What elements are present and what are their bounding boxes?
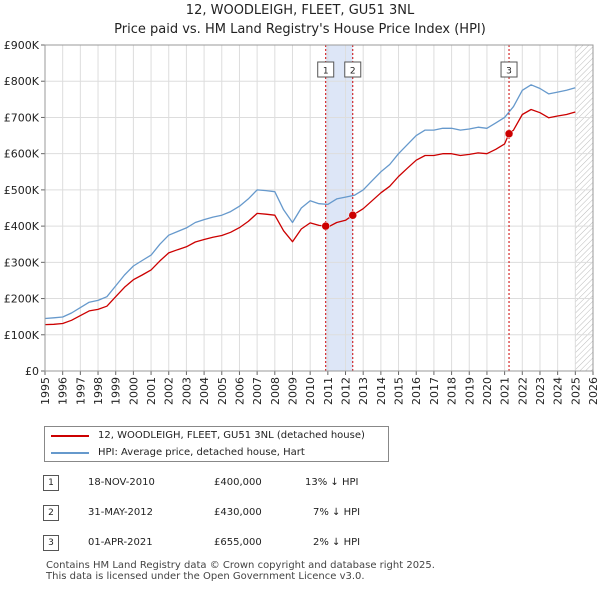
x-tick-label: 2021 xyxy=(499,377,512,405)
footer-line-2: This data is licensed under the Open Gov… xyxy=(46,571,365,582)
footer-attribution: Contains HM Land Registry data © Crown c… xyxy=(46,560,435,582)
x-tick-label: 2007 xyxy=(251,377,264,405)
y-tick-label: £300K xyxy=(4,256,40,269)
y-tick-label: £0 xyxy=(25,365,39,378)
shaded-period xyxy=(325,45,353,371)
x-tick-label: 2019 xyxy=(463,377,476,405)
x-tick-label: 2008 xyxy=(269,377,282,405)
x-tick-label: 1995 xyxy=(39,377,52,405)
x-tick-label: 1999 xyxy=(110,377,123,405)
legend-swatch-hpi xyxy=(51,452,89,454)
x-tick-label: 1998 xyxy=(92,377,105,405)
x-tick-label: 2015 xyxy=(393,377,406,405)
y-tick-label: £900K xyxy=(4,39,40,52)
x-tick-label: 1997 xyxy=(74,377,87,405)
price-chart: 1 2 3 £0 £100K £200K £300K £400K £500K £600K £700… xyxy=(4,39,600,405)
x-tick-label: 2011 xyxy=(322,377,335,405)
x-tick-label: 2005 xyxy=(216,377,229,405)
y-tick-label: £200K xyxy=(4,293,40,306)
chart-title: 12, WOODLEIGH, FLEET, GU51 3NL xyxy=(185,3,415,18)
y-tick-label: £400K xyxy=(4,220,40,233)
y-tick-label: £600K xyxy=(4,148,40,161)
x-tick-label: 2001 xyxy=(145,377,158,405)
legend-label-property: 12, WOODLEIGH, FLEET, GU51 3NL (detached… xyxy=(98,430,365,441)
y-tick-label: £500K xyxy=(4,184,40,197)
x-tick-label: 2002 xyxy=(163,377,176,405)
sale-marker-box xyxy=(344,61,362,78)
sale-point xyxy=(348,210,358,220)
x-tick-label: 2016 xyxy=(410,377,423,405)
x-tick-label: 2014 xyxy=(375,377,388,405)
transaction-date: 31-MAY-2012 xyxy=(88,507,154,518)
x-tick-label: 2010 xyxy=(304,377,317,405)
hpi-line xyxy=(44,84,576,320)
y-tick-label: £700K xyxy=(4,111,40,124)
x-tick-label: 2003 xyxy=(180,377,193,405)
legend-label-hpi: HPI: Average price, detached house, Hart xyxy=(98,447,305,458)
x-tick-label: 2000 xyxy=(127,377,140,405)
x-tick-label: 2025 xyxy=(569,377,582,405)
footer-line-1: Contains HM Land Registry data © Crown c… xyxy=(46,560,435,571)
transaction-hpi-diff: 13% ↓ HPI xyxy=(305,477,359,488)
x-tick-label: 2023 xyxy=(534,377,547,405)
sale-marker-label: 1 xyxy=(323,67,329,77)
x-tick-label: 2020 xyxy=(481,377,494,405)
chart-subtitle: Price paid vs. HM Land Registry's House … xyxy=(114,22,486,37)
transaction-date: 01-APR-2021 xyxy=(88,537,153,548)
x-tick-label: 2024 xyxy=(552,377,565,405)
legend-swatch-property xyxy=(51,435,89,437)
sale-point xyxy=(504,129,514,138)
y-tick-label: £100K xyxy=(4,329,40,342)
forecast-hatch xyxy=(575,45,593,371)
transaction-date: 18-NOV-2010 xyxy=(88,477,155,488)
sale-marker-label: 2 xyxy=(350,67,356,77)
transaction-number: 2 xyxy=(43,505,59,521)
transaction-hpi-diff: 2% ↓ HPI xyxy=(313,537,361,548)
transaction-price: £655,000 xyxy=(214,537,262,548)
sale-marker-box xyxy=(500,61,518,78)
transaction-price: £400,000 xyxy=(214,477,262,488)
x-tick-label: 2009 xyxy=(286,377,299,405)
x-tick-label: 1996 xyxy=(57,377,70,405)
x-tick-label: 2006 xyxy=(233,377,246,405)
plot-area xyxy=(45,45,593,371)
transaction-hpi-diff: 7% ↓ HPI xyxy=(313,507,361,518)
sale-marker-label: 3 xyxy=(506,67,512,77)
transaction-number: 1 xyxy=(43,475,59,491)
plot-border xyxy=(44,44,594,372)
chart-legend: 12, WOODLEIGH, FLEET, GU51 3NL (detached… xyxy=(44,426,389,462)
y-tick-label: £800K xyxy=(4,75,40,88)
x-tick-label: 2004 xyxy=(198,377,211,405)
transaction-price: £430,000 xyxy=(214,507,262,518)
x-tick-label: 2022 xyxy=(516,377,529,405)
sale-marker-box xyxy=(317,61,335,78)
transaction-number: 3 xyxy=(43,535,59,551)
x-tick-label: 2018 xyxy=(446,377,459,405)
x-tick-label: 2013 xyxy=(357,377,370,405)
sale-point xyxy=(321,221,330,231)
x-tick-label: 2026 xyxy=(587,377,600,405)
x-tick-label: 2012 xyxy=(340,377,353,405)
x-tick-label: 2017 xyxy=(428,377,441,405)
